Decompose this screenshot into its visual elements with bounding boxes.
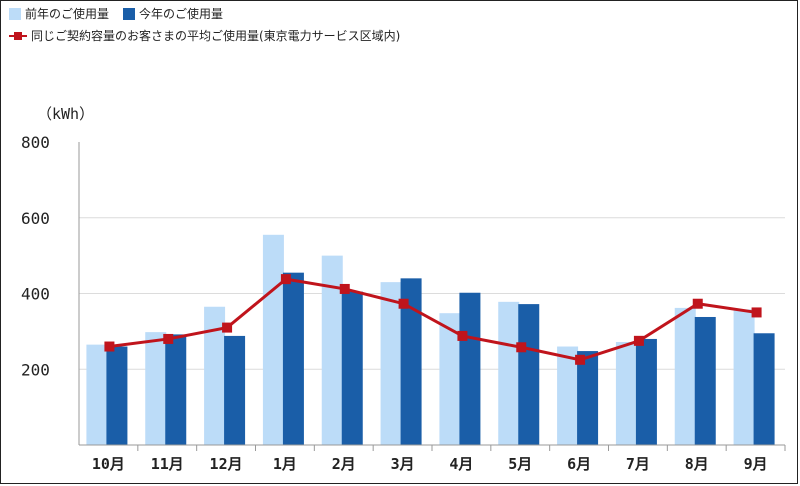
bar-current-year [518, 304, 540, 445]
x-tick-label: 4月 [449, 455, 473, 473]
average-usage-marker [575, 354, 586, 365]
y-tick-label: 800 [21, 133, 50, 152]
y-axis-unit-label: （kWh） [37, 105, 94, 123]
legend-label-current-year: 今年のご使用量 [139, 7, 224, 21]
average-usage-marker [692, 298, 703, 309]
average-usage-marker [104, 341, 115, 352]
x-tick-label: 2月 [332, 455, 356, 473]
legend-item-current-year: 今年のご使用量 [123, 5, 223, 22]
average-usage-marker [751, 307, 762, 318]
legend-swatch-average [9, 30, 27, 42]
bar-current-year [341, 291, 363, 445]
y-tick-label: 600 [21, 209, 50, 228]
average-usage-marker [633, 335, 644, 346]
x-tick-label: 10月 [92, 455, 125, 473]
x-tick-label: 1月 [273, 455, 297, 473]
x-tick-label: 6月 [567, 455, 591, 473]
bar-previous-year [262, 234, 284, 445]
x-tick-label: 9月 [744, 455, 768, 473]
bar-previous-year [615, 341, 637, 445]
bar-previous-year [498, 301, 520, 445]
bar-current-year [282, 272, 304, 445]
bar-current-year [577, 351, 599, 445]
bar-previous-year [439, 313, 461, 445]
average-usage-marker [398, 298, 409, 309]
legend-swatch-previous-year [9, 7, 21, 20]
legend-row-line: 同じご契約容量のお客さまの平均ご使用量(東京電力サービス区域内) [9, 27, 414, 44]
legend-item-previous-year: 前年のご使用量 [9, 5, 109, 22]
legend-swatch-current-year [123, 7, 136, 20]
bar-previous-year [674, 307, 696, 445]
bar-previous-year [86, 344, 108, 445]
legend-item-average: 同じご契約容量のお客さまの平均ご使用量(東京電力サービス区域内) [9, 27, 400, 44]
x-tick-label: 11月 [151, 455, 184, 473]
bar-previous-year [557, 346, 579, 445]
y-tick-label: 200 [21, 360, 50, 379]
bar-current-year [165, 334, 187, 445]
average-usage-line [109, 277, 757, 362]
x-tick-label: 12月 [210, 455, 243, 473]
legend-label-previous-year: 前年のご使用量 [25, 7, 110, 21]
bar-previous-year [145, 332, 167, 445]
bar-current-year [400, 278, 422, 445]
y-tick-label: 400 [21, 285, 50, 304]
bar-previous-year [204, 306, 226, 445]
x-tick-label: 5月 [508, 455, 532, 473]
bar-current-year [224, 335, 246, 445]
bar-previous-year [733, 309, 755, 445]
legend-row-bars: 前年のご使用量 今年のご使用量 [9, 5, 237, 22]
x-tick-label: 8月 [685, 455, 709, 473]
x-tick-label: 7月 [626, 455, 650, 473]
bar-current-year [459, 292, 481, 445]
average-usage-marker [339, 283, 350, 294]
average-usage-marker [457, 330, 468, 341]
x-tick-label: 3月 [391, 455, 415, 473]
bar-current-year [694, 316, 716, 445]
bar-current-year [753, 333, 775, 445]
average-usage-marker [163, 333, 174, 344]
bar-previous-year [321, 255, 343, 445]
average-usage-marker [280, 274, 291, 285]
bar-current-year [635, 338, 657, 445]
legend-label-average: 同じご契約容量のお客さまの平均ご使用量(東京電力サービス区域内) [31, 29, 401, 43]
average-usage-marker [516, 342, 527, 353]
bar-current-year [106, 346, 128, 445]
average-usage-marker [222, 322, 233, 333]
bar-previous-year [380, 282, 402, 445]
